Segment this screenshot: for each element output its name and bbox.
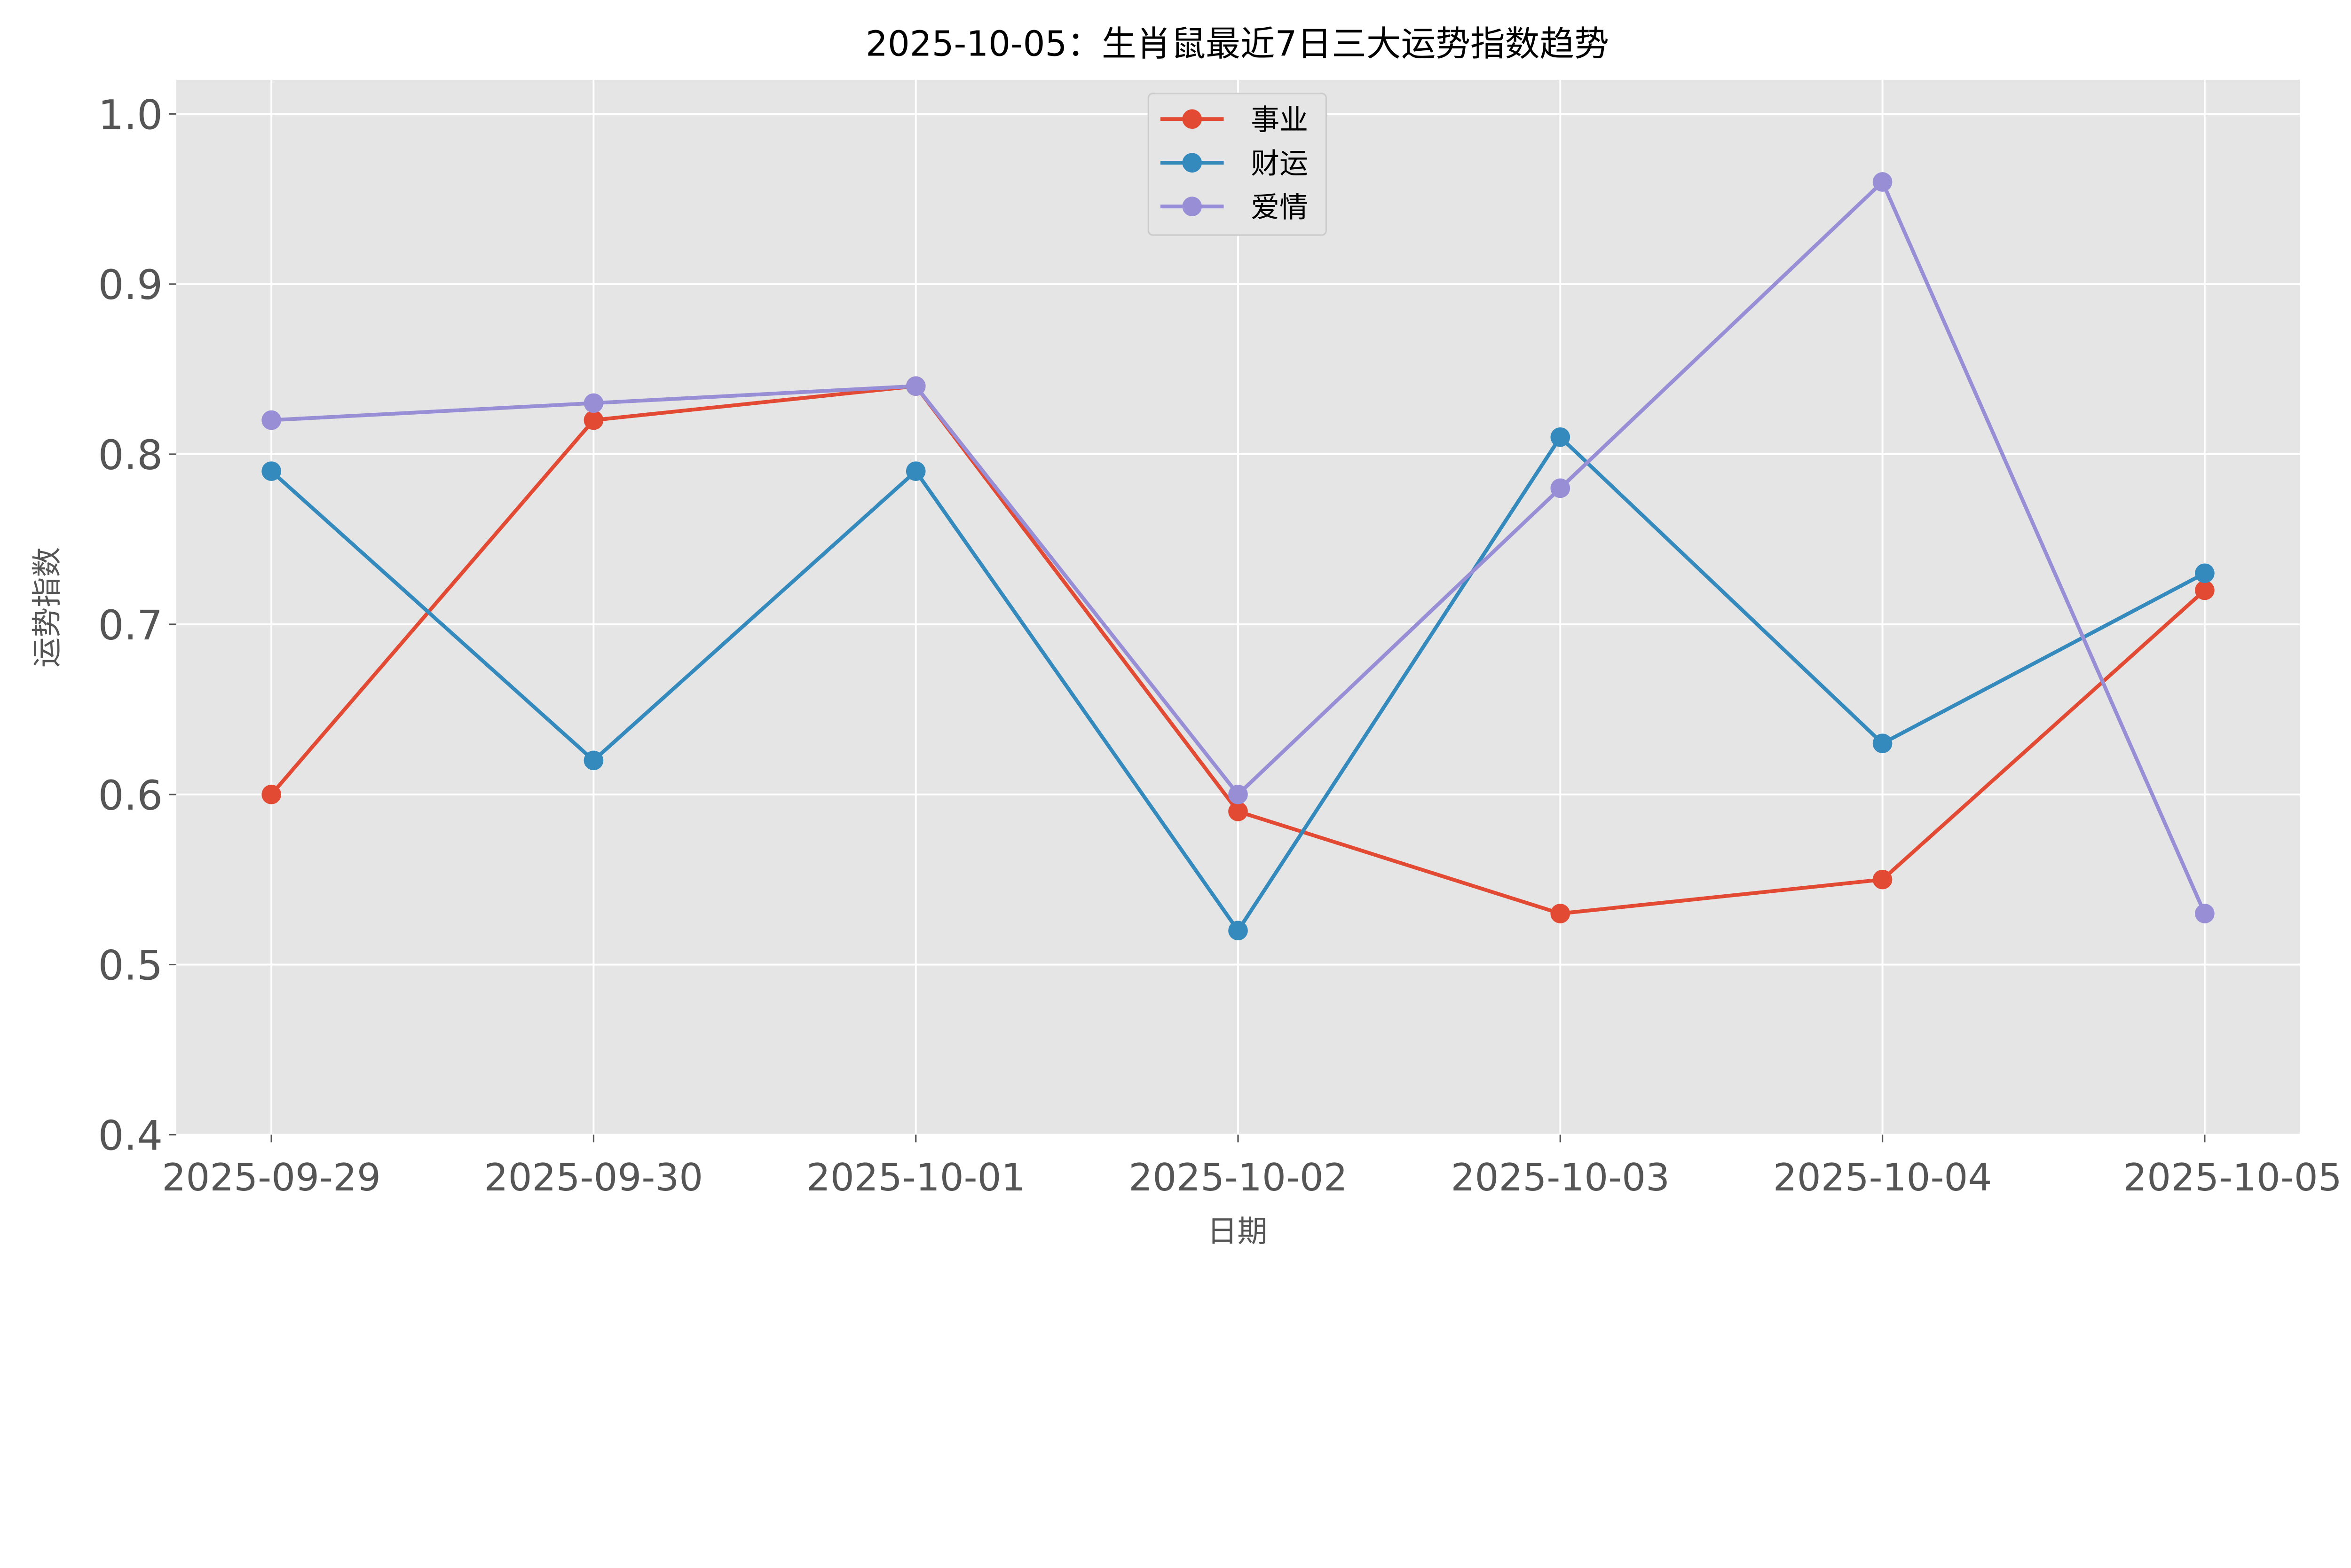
chart-title: 2025-10-05：生肖鼠最近7日三大运势指数趋势 bbox=[866, 24, 1609, 64]
data-point bbox=[1550, 478, 1570, 498]
data-point bbox=[2195, 563, 2215, 583]
y-tick-label: 0.8 bbox=[98, 432, 163, 479]
data-point bbox=[1228, 802, 1248, 821]
y-axis: 0.4 0.5 0.6 0.7 0.8 0.9 1.0 bbox=[98, 92, 177, 1160]
x-tick-label: 2025-10-05 bbox=[2123, 1156, 2342, 1199]
data-point bbox=[1550, 427, 1570, 447]
line-chart: 2025-10-05：生肖鼠最近7日三大运势指数趋势 0.40.50.60.70… bbox=[30, 24, 2342, 1249]
data-point bbox=[261, 784, 281, 804]
x-axis-label: 日期 bbox=[1207, 1214, 1267, 1249]
y-tick-label: 0.7 bbox=[98, 602, 163, 649]
series-2 bbox=[261, 427, 2215, 941]
x-tick-label: 2025-09-29 bbox=[162, 1156, 381, 1199]
legend-label: 事业 bbox=[1251, 103, 1308, 137]
y-tick-label: 1.0 bbox=[98, 92, 163, 139]
data-point bbox=[906, 376, 926, 396]
data-point bbox=[1550, 904, 1570, 923]
data-point bbox=[261, 461, 281, 481]
data-point bbox=[1872, 733, 1893, 753]
series-group bbox=[261, 172, 2215, 941]
legend-label: 财运 bbox=[1251, 147, 1308, 181]
x-axis: 2025-09-29 2025-09-30 2025-10-01 2025-10-02… bbox=[162, 1135, 2342, 1199]
x-tick-label: 2025-09-30 bbox=[484, 1156, 703, 1199]
y-tick-label: 0.5 bbox=[98, 943, 163, 990]
legend-label: 爱情 bbox=[1251, 191, 1308, 224]
series-3 bbox=[261, 172, 2215, 923]
data-point bbox=[584, 393, 604, 413]
y-tick-label: 0.6 bbox=[98, 772, 163, 819]
y-tick-label: 0.4 bbox=[98, 1113, 163, 1160]
data-point bbox=[584, 410, 604, 430]
data-point bbox=[1872, 869, 1893, 890]
data-point bbox=[584, 750, 604, 771]
legend-marker bbox=[1182, 109, 1202, 129]
data-point bbox=[2195, 904, 2215, 923]
data-point bbox=[2195, 580, 2215, 600]
x-tick-label: 2025-10-01 bbox=[806, 1156, 1026, 1199]
data-point bbox=[906, 461, 926, 481]
x-tick-label: 2025-10-02 bbox=[1128, 1156, 1348, 1199]
x-tick-label: 2025-10-04 bbox=[1773, 1156, 1992, 1199]
y-axis-label: 运势指数 bbox=[30, 547, 65, 667]
y-tick-label: 0.9 bbox=[98, 262, 163, 309]
data-point bbox=[1228, 784, 1248, 804]
data-point bbox=[261, 410, 281, 430]
data-point bbox=[1228, 921, 1248, 941]
x-tick-label: 2025-10-03 bbox=[1451, 1156, 1670, 1199]
legend-marker bbox=[1182, 197, 1202, 216]
data-point bbox=[1872, 172, 1893, 192]
legend-marker bbox=[1182, 153, 1202, 173]
